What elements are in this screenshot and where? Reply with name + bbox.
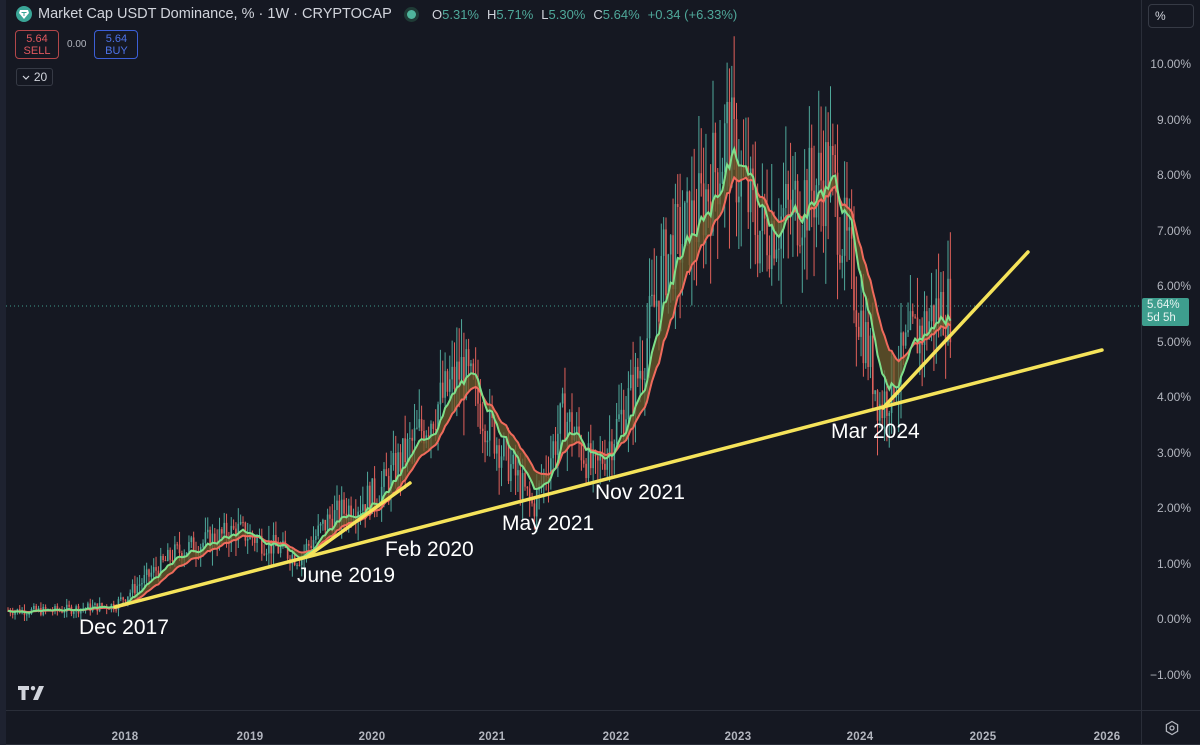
y-tick-label: 5.00% bbox=[1156, 335, 1191, 349]
indicators-count: 20 bbox=[33, 70, 48, 84]
time-axis[interactable]: 2018 2019 2020 2021 2022 2023 2024 2025 … bbox=[6, 710, 1141, 745]
y-tick-label: 8.00% bbox=[1156, 168, 1191, 182]
sell-price: 5.64 bbox=[26, 32, 48, 45]
current-price-tag: 5.64% 5d 5h bbox=[1142, 298, 1189, 326]
x-tick-label: 2025 bbox=[969, 731, 997, 743]
price-plot[interactable] bbox=[6, 0, 1141, 710]
annotation-mar-2024: Mar 2024 bbox=[831, 420, 920, 443]
symbol-legend[interactable]: Market Cap USDT Dominance, % · 1W · CRYP… bbox=[16, 6, 392, 22]
y-tick-label: 2.00% bbox=[1156, 501, 1191, 515]
tradingview-logo[interactable] bbox=[18, 686, 48, 705]
trendline-2019-2020 bbox=[306, 481, 412, 558]
indicators-toggle-button[interactable]: 20 bbox=[16, 68, 53, 86]
tether-diamond-icon bbox=[16, 6, 32, 22]
left-frame bbox=[0, 0, 6, 745]
current-price-value: 5.64% bbox=[1147, 299, 1180, 311]
symbol-title[interactable]: Market Cap USDT Dominance, % · 1W · CRYP… bbox=[38, 6, 392, 22]
y-tick-label: 9.00% bbox=[1156, 113, 1191, 127]
bar-countdown: 5d 5h bbox=[1147, 312, 1176, 324]
y-tick-label: 1.00% bbox=[1156, 557, 1191, 571]
sell-button[interactable]: 5.64 SELL bbox=[15, 30, 59, 59]
annotation-feb-2020: Feb 2020 bbox=[385, 538, 474, 561]
buy-price: 5.64 bbox=[105, 32, 128, 45]
annotation-june-2019: June 2019 bbox=[297, 564, 396, 587]
x-tick-label: 2022 bbox=[602, 731, 630, 743]
low-value: 5.30% bbox=[548, 7, 586, 22]
x-tick-label: 2023 bbox=[724, 731, 752, 743]
x-tick-label: 2021 bbox=[478, 731, 506, 743]
y-tick-label: 3.00% bbox=[1156, 446, 1191, 460]
y-tick-label: 10.00% bbox=[1150, 57, 1191, 71]
y-tick-label: 0.00% bbox=[1156, 612, 1191, 626]
open-label: O bbox=[432, 7, 443, 22]
trendline-2024 bbox=[881, 250, 1030, 410]
gear-hex-icon bbox=[1165, 720, 1178, 735]
fast-ma-line bbox=[7, 145, 952, 614]
chart-pane[interactable]: Dec 2017 June 2019 Feb 2020 May 2021 Nov… bbox=[6, 0, 1141, 710]
annotation-dec-2017: Dec 2017 bbox=[79, 616, 169, 639]
y-tick-label: 6.00% bbox=[1156, 279, 1191, 293]
annotation-nov-2021: Nov 2021 bbox=[595, 481, 685, 504]
y-tick-label: 7.00% bbox=[1156, 224, 1191, 238]
close-value: 5.64% bbox=[602, 7, 640, 22]
market-status-icon bbox=[407, 10, 416, 19]
low-label: L bbox=[541, 7, 549, 22]
y-tick-label: −1.00% bbox=[1149, 668, 1191, 682]
trendline-main bbox=[113, 348, 1104, 609]
buy-label: BUY bbox=[105, 44, 128, 57]
x-tick-label: 2024 bbox=[846, 731, 874, 743]
y-tick-label: 4.00% bbox=[1156, 390, 1191, 404]
buy-button[interactable]: 5.64 BUY bbox=[94, 30, 139, 59]
tradingview-logo-icon bbox=[18, 686, 44, 700]
high-label: H bbox=[487, 7, 497, 22]
high-value: 5.71% bbox=[496, 7, 534, 22]
percent-scale-button[interactable]: % bbox=[1148, 4, 1194, 28]
candles bbox=[7, 36, 952, 622]
x-tick-label: 2018 bbox=[111, 731, 139, 743]
slow-ma-line bbox=[7, 175, 951, 614]
annotation-may-2021: May 2021 bbox=[502, 512, 595, 535]
ohlc-values: O5.31% H5.71% L5.30% C5.64% +0.34 (+6.33… bbox=[407, 7, 737, 22]
x-tick-label: 2020 bbox=[358, 731, 386, 743]
open-value: 5.31% bbox=[442, 7, 479, 22]
chevron-down-icon bbox=[22, 75, 30, 80]
close-label: C bbox=[593, 7, 603, 22]
price-axis[interactable]: 10.00% 9.00% 8.00% 7.00% 6.00% 5.00% 4.0… bbox=[1141, 0, 1200, 710]
change-value: +0.34 (+6.33%) bbox=[647, 7, 738, 22]
x-tick-label: 2019 bbox=[236, 731, 264, 743]
trade-panel: 5.64 SELL 0.00 5.64 BUY bbox=[15, 30, 139, 59]
spread-value: 0.00 bbox=[67, 39, 87, 50]
x-tick-label: 2026 bbox=[1093, 731, 1121, 743]
chart-settings-button[interactable] bbox=[1141, 710, 1200, 745]
sell-label: SELL bbox=[23, 44, 51, 57]
